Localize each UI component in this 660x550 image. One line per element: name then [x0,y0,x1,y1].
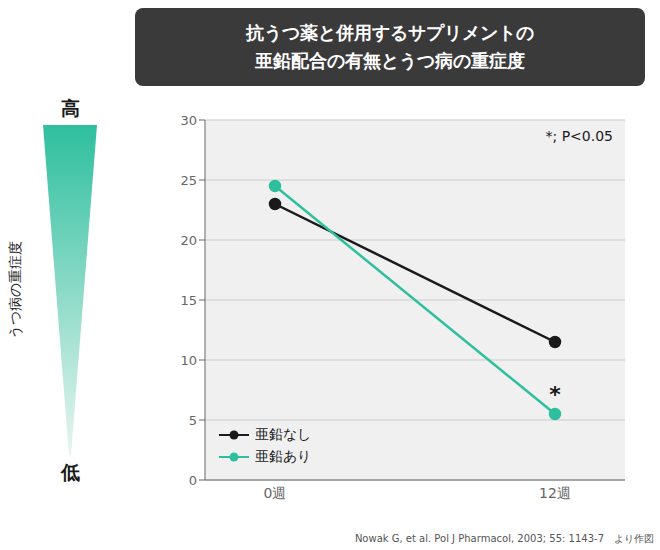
html-text:Nowak G, et al. Pol J Pharmaco: Nowak G, et al. Pol J Pharmacol, 2003; 5… [354,533,654,544]
html-text:抗うつ薬と併用するサプリメントの: 抗うつ薬と併用するサプリメントの [246,22,534,43]
html-text:亜鉛なし: 亜鉛なし [255,426,311,442]
html-text:低: 低 [60,461,80,483]
svg-text:*: * [549,382,561,407]
svg-text:5: 5 [189,413,197,428]
html-text:亜鉛あり: 亜鉛あり [255,448,311,464]
html-text:*; P<0.05: *; P<0.05 [545,128,613,144]
svg-text:20: 20 [180,233,197,248]
svg-text:15: 15 [180,293,197,308]
svg-text:10: 10 [180,353,197,368]
svg-text:0: 0 [189,473,197,488]
html-text:高: 高 [60,97,80,119]
svg-text:12週: 12週 [539,485,571,501]
html-text:うつ病の重症度: うつ病の重症度 [7,241,23,339]
svg-text:25: 25 [180,173,197,188]
svg-text:0週: 0週 [264,485,287,501]
html-text:亜鉛配合の有無とうつ病の重症度: 亜鉛配合の有無とうつ病の重症度 [255,50,525,71]
svg-text:30: 30 [180,113,197,128]
